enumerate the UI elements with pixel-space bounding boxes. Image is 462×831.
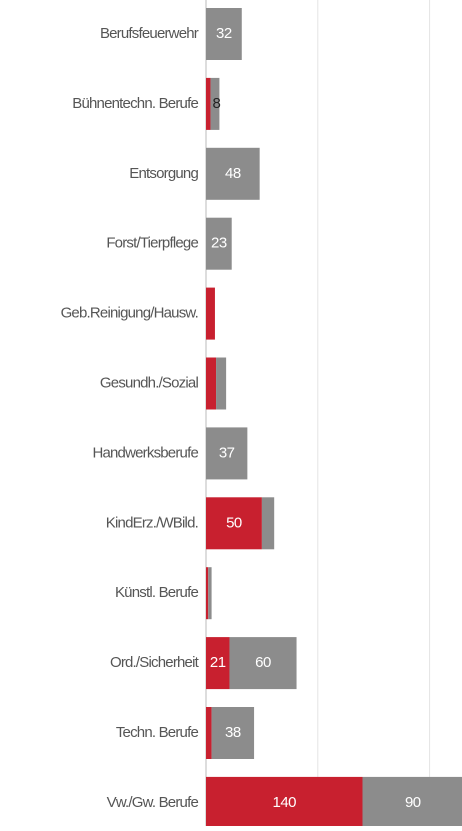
value-label: 140: [272, 794, 296, 811]
bar-segment: [206, 707, 212, 759]
value-label: 23: [211, 235, 227, 252]
value-label: 37: [219, 444, 235, 461]
value-label: 38: [225, 724, 241, 741]
category-label: Ord./Sicherheit: [110, 654, 200, 671]
value-label: 50: [226, 514, 242, 531]
bar-segment: [206, 287, 215, 340]
category-label: Techn. Berufe: [116, 724, 199, 741]
category-label: Berufsfeuerwehr: [100, 25, 199, 42]
category-label: KindErz./WBild.: [106, 514, 198, 531]
bar-segment: [206, 217, 232, 270]
bar-segment: [229, 637, 297, 690]
bar-segment: [362, 776, 462, 829]
value-label: 60: [255, 654, 271, 671]
value-label: 8: [212, 95, 220, 112]
category-label: Geb.Reinigung/Hausw.: [61, 305, 198, 322]
value-label: 32: [216, 25, 232, 42]
bar-segment: [210, 77, 220, 130]
value-label: 90: [405, 794, 421, 811]
category-label: Vw./Gw. Berufe: [107, 794, 199, 811]
bar-segment: [211, 707, 255, 759]
bar-segment: [261, 497, 275, 550]
bar-segment: [206, 357, 217, 410]
value-label: 48: [225, 165, 241, 182]
category-label: Gesundh./Sozial: [100, 374, 199, 391]
bar-segment: [206, 567, 209, 620]
category-label: Entsorgung: [129, 165, 198, 182]
value-label: 21: [210, 654, 226, 671]
category-label: Forst/Tierpflege: [106, 235, 198, 252]
bar-segment: [216, 357, 227, 410]
bar-segment: [206, 497, 262, 550]
bar-segment: [208, 567, 212, 620]
bar-segment: [206, 427, 248, 480]
category-label: Künstl. Berufe: [115, 584, 198, 601]
bar-segment: [206, 8, 242, 60]
category-label: Bühnentechn. Berufe: [72, 95, 198, 112]
bar-segment: [206, 147, 260, 200]
bar-segment: [206, 637, 230, 690]
bar-segment: [206, 77, 211, 130]
category-label: Handwerksberufe: [92, 444, 198, 461]
bar-segment: [206, 776, 363, 829]
